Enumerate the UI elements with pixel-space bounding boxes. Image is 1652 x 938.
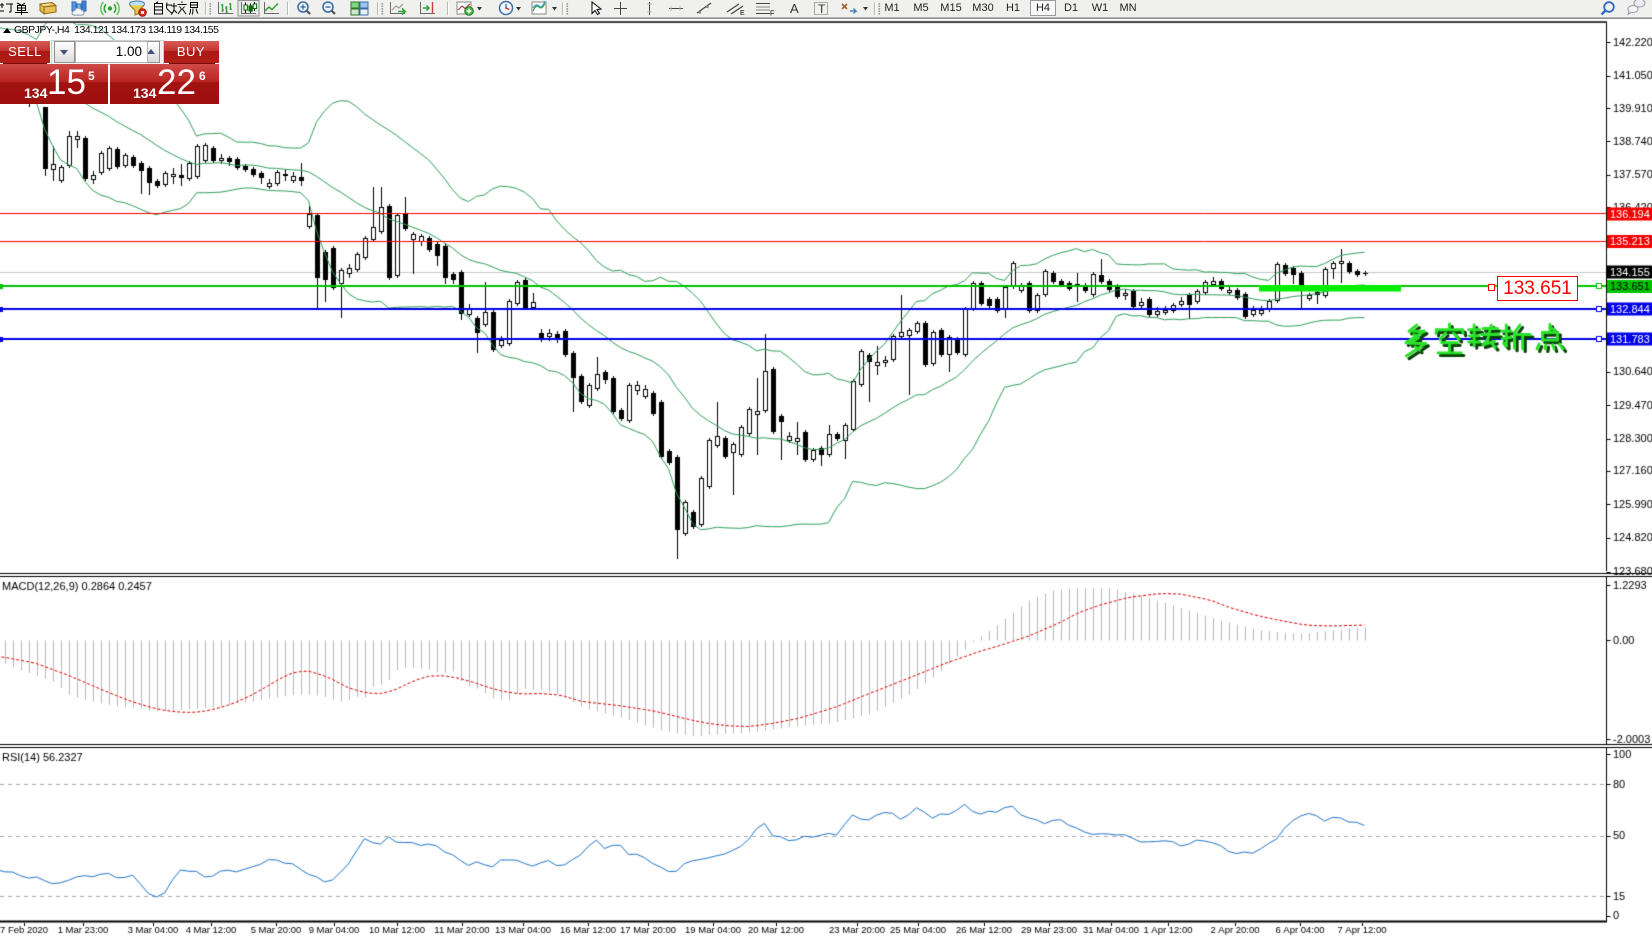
- svg-text:F: F: [770, 11, 774, 18]
- svg-text:E: E: [740, 10, 745, 17]
- svg-text:A: A: [790, 1, 799, 16]
- svg-text:T: T: [818, 2, 826, 16]
